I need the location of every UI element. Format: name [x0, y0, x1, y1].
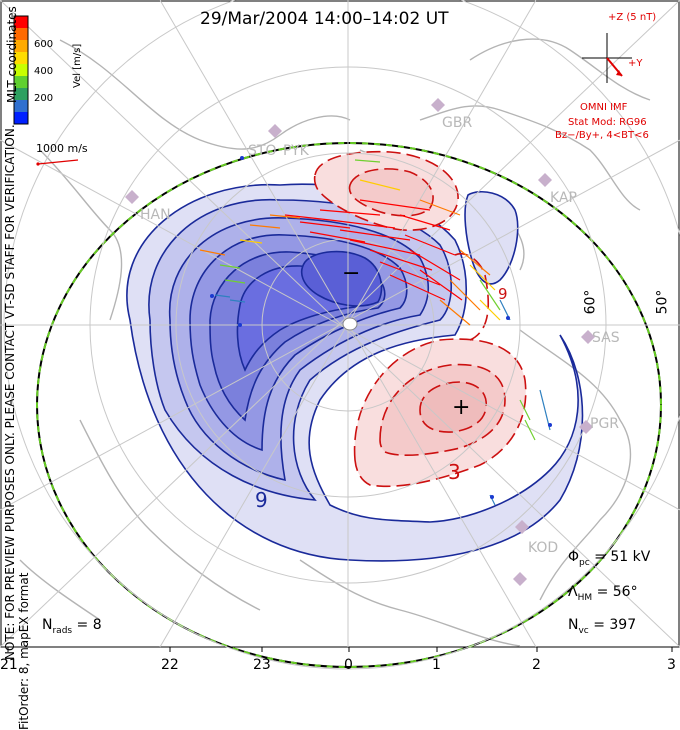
- station-sto: STO: [248, 143, 277, 159]
- n-vc-symbol: N: [568, 617, 579, 633]
- lat-lon-grid: [0, 0, 680, 670]
- stat-n-rads: Nrads = 8: [42, 617, 102, 636]
- mlt-tick-0: 0: [344, 657, 353, 673]
- imf-stat-model: Stat Mod: RG96: [568, 117, 647, 128]
- colorbar-segment: [14, 88, 28, 101]
- stat-lambda-hm: ΛHM = 56°: [568, 584, 638, 603]
- mlt-tick-22: 22: [161, 657, 179, 673]
- colorbar-segment: [14, 100, 28, 113]
- colorbar-segment: [14, 16, 28, 29]
- colorbar-segment: [14, 28, 28, 41]
- coordinates-label: MLT coordinates: [5, 6, 19, 103]
- n-rads-sub: rads: [52, 625, 73, 636]
- imf-source: OMNI IMF: [580, 102, 628, 113]
- velocity-colorbar: [13, 15, 29, 125]
- colorbar-segment: [14, 64, 28, 77]
- contour-label-negative: 9: [255, 488, 268, 512]
- n-vc-sub: vc: [578, 625, 589, 636]
- n-rads-value: = 8: [72, 617, 102, 633]
- negative-potential-cell: [126, 183, 584, 562]
- reference-vector: [37, 159, 79, 165]
- n-vc-value: = 397: [588, 617, 637, 633]
- mlt-ticks-axis: [7, 647, 673, 652]
- latitude-label-60: 60°: [582, 289, 599, 315]
- stat-phi-pc: Φpc = 51 kV: [568, 549, 650, 568]
- convection-map: [0, 0, 680, 670]
- colorbar-segment: [14, 76, 28, 89]
- station-han: HAN: [140, 207, 171, 223]
- n-rads-symbol: N: [42, 617, 53, 633]
- station-kod: KOD: [528, 540, 559, 556]
- mlt-tick-1: 1: [432, 657, 441, 673]
- reference-vector-label: 1000 m/s: [36, 142, 88, 155]
- pole-marker: [342, 317, 358, 331]
- station-kap: KAP: [550, 190, 577, 206]
- colorbar-tick-200: 200: [34, 93, 54, 104]
- positive-potential-cell: [313, 150, 527, 488]
- station-pgr: PGR: [590, 416, 620, 432]
- phi-pc-sub: pc: [579, 557, 590, 568]
- colorbar-border: [13, 15, 29, 125]
- contour-label-positive: 3: [448, 460, 461, 484]
- potential-minimum-sign: −: [342, 261, 361, 286]
- colorbar-tick-600: 600: [34, 39, 54, 50]
- mlt-tick-2: 2: [532, 657, 541, 673]
- stat-n-vc: Nvc = 397: [568, 617, 636, 636]
- potential-maximum-sign: +: [452, 395, 471, 420]
- map-title: 29/Mar/2004 14:00–14:02 UT: [200, 9, 449, 29]
- velocity-vectors: [199, 156, 552, 506]
- lambda-hm-sub: HM: [577, 592, 593, 603]
- station-gbr: GBR: [442, 115, 473, 131]
- hmb-green-dash: [36, 142, 662, 668]
- imf-z-label: +Z (5 nT): [608, 12, 657, 23]
- phi-pc-symbol: Φ: [568, 549, 580, 565]
- station-markers: [125, 98, 595, 586]
- contour-label-small: 9: [498, 285, 508, 303]
- colorbar-segment: [14, 112, 28, 125]
- station-sas: SAS: [592, 330, 620, 346]
- colorbar-tick-400: 400: [34, 66, 54, 77]
- colorbar-segment: [14, 52, 28, 65]
- mlt-tick-23: 23: [253, 657, 271, 673]
- colorbar-label: Vel [m/s]: [72, 43, 83, 88]
- imf-condition: Bz−/By+, 4<BT<6: [555, 130, 649, 141]
- latitude-label-50: 50°: [654, 289, 671, 315]
- lambda-hm-symbol: Λ: [568, 584, 578, 600]
- station-pyk: PYK: [283, 143, 309, 159]
- imf-y-label: +Y: [628, 58, 643, 69]
- mlt-tick-21: 21: [0, 657, 18, 673]
- phi-pc-value: = 51 kV: [589, 549, 651, 565]
- colorbar-segment: [14, 40, 28, 53]
- lambda-hm-value: = 56°: [592, 584, 638, 600]
- fit-order-note: FitOrder: 8, mapEX format: [17, 572, 31, 730]
- mlt-tick-3: 3: [667, 657, 676, 673]
